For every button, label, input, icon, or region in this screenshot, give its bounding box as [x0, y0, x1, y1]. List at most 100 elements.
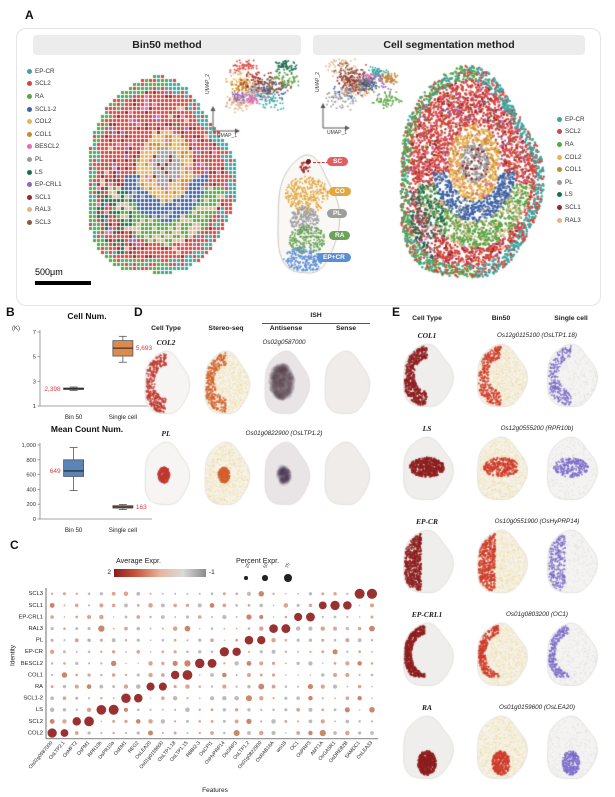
legend-label: SCL1 — [565, 203, 581, 211]
dotplot-y-axis-title: Identity — [9, 645, 17, 666]
legend-item-scl1: SCL1 — [27, 191, 62, 204]
e-gene-name: Os10g0551900 (OsHyPRP14) — [494, 518, 580, 525]
legend-label: COL2 — [35, 118, 52, 126]
legend-item-bescl2: BESCL2 — [27, 141, 62, 154]
legend-label: PL — [35, 155, 43, 163]
legend-swatch-icon — [27, 131, 32, 137]
schematic-tag-pl: PL — [327, 209, 348, 218]
panel-e-label: E — [392, 305, 401, 319]
embryo-image-col1-celltype — [398, 342, 456, 412]
svg-text:1: 1 — [33, 404, 36, 410]
dotplot-identity-label: RAL3 — [28, 626, 43, 632]
e-cell-type-name: EP-CR — [415, 517, 439, 526]
legend-item-scl3: SCL3 — [27, 216, 62, 229]
legend-label: EP-CR — [565, 115, 585, 123]
legend-swatch-icon — [557, 116, 562, 122]
legend-label: SCL2 — [565, 128, 581, 136]
legend-label: COL1 — [35, 130, 52, 138]
boxplot-annotation: 5,693 — [136, 345, 153, 352]
umap-x-axis-label: UMAP_1 — [217, 133, 238, 139]
d-header-ish: ISH — [310, 312, 322, 319]
embryo-image-ra-celltype — [398, 714, 456, 784]
boxplot-category-label: Single cell — [109, 414, 137, 421]
embryo-image-col2-stereo — [200, 349, 252, 419]
cell-num-boxplot: Cell Num. 1 3 5 7 (K) Bin 50 Single cell 2,398 5… — [10, 311, 164, 427]
umap-y-axis-label: UMAP_2 — [205, 73, 212, 95]
embryo-image-col2-ish — [260, 349, 312, 419]
dotplot-feature-label: OC1 — [289, 740, 300, 752]
panel-a-label: A — [25, 8, 34, 22]
legend-swatch-icon — [557, 179, 562, 185]
dotplot-identity-label: BESCL2 — [21, 661, 43, 667]
e-cell-type-name: COL1 — [417, 331, 437, 340]
cell-num-chart: 1 3 5 7 (K) Bin 50 Single cell 2,398 5,693 — [12, 326, 153, 421]
legend-swatch-icon — [27, 182, 32, 188]
legend-swatch-icon — [557, 192, 562, 198]
legend-item-scl1: SCL1 — [557, 201, 585, 214]
legend-swatch-icon — [27, 106, 32, 112]
cell-num-title: Cell Num. — [67, 311, 107, 321]
legend-label: EP-CRL1 — [35, 181, 62, 189]
box-bin-50 — [63, 459, 84, 477]
legend-swatch-icon — [27, 194, 32, 200]
legend-label: LS — [35, 168, 43, 176]
embryo-image-ls-bin50 — [472, 435, 530, 505]
percent-expr-dot — [244, 576, 248, 580]
d-gene-name: Os01g0822900 (OsLTP1.2) — [245, 430, 323, 437]
e-header-bin50: Bin50 — [491, 315, 511, 322]
svg-text:1,000: 1,000 — [21, 443, 36, 449]
dotplot-identity-label: SCL3 — [28, 591, 43, 597]
d-gene-name: Os02g0587000 — [262, 339, 306, 346]
svg-text:400: 400 — [26, 487, 36, 493]
boxplot-annotation: 649 — [50, 468, 61, 475]
legend-item-scl2: SCL2 — [557, 126, 585, 139]
embryo-image-ls-celltype — [398, 435, 456, 505]
panel-d: Cell Type Stereo-seq ISH Antisense Sense… — [140, 312, 380, 526]
schematic-tag-ra: RA — [329, 231, 351, 240]
panel-b-label: B — [6, 305, 15, 319]
legend-swatch-icon — [557, 217, 562, 223]
legend-swatch-icon — [27, 207, 32, 213]
cluster-legend-left: EP-CR SCL2 RA SCL1-2 COL2 COL1 BESCL2 PL LS EP-CR… — [27, 65, 62, 229]
dotplot-identity-label: SCL1 — [28, 603, 43, 609]
legend-item-pl: PL — [557, 176, 585, 189]
legend-label: SCL3 — [35, 218, 51, 226]
e-cell-type-name: RA — [421, 703, 432, 712]
legend-label: COL2 — [565, 153, 582, 161]
legend-swatch-icon — [557, 154, 562, 160]
boxplot-category-label: Bin 50 — [65, 527, 83, 534]
panel-d-label: D — [134, 305, 143, 319]
legend-item-col1: COL1 — [557, 163, 585, 176]
svg-text:800: 800 — [26, 458, 36, 464]
legend-item-scl2: SCL2 — [27, 78, 62, 91]
svg-text:200: 200 — [26, 502, 36, 508]
embryo-image-col1-single — [542, 342, 600, 412]
dotplot-x-axis-title: Features — [202, 787, 228, 794]
embryo-image-pl-stereo — [200, 440, 252, 510]
e-header-cell-type: Cell Type — [412, 315, 442, 322]
cellseg-method-header: Cell segmentation method — [313, 35, 585, 55]
embryo-image-pl-ish — [260, 440, 312, 510]
embryo-image-pl-celltype — [140, 440, 192, 510]
legend-label: BESCL2 — [35, 143, 60, 151]
legend-label: RAL3 — [35, 206, 51, 214]
dotplot-identity-label: EP-CR — [25, 649, 43, 655]
legend-label: SCL1-2 — [35, 105, 57, 113]
e-header-single-cell: Single cell — [554, 315, 588, 322]
legend-swatch-icon — [27, 68, 32, 74]
umap-x-axis-label: UMAP_1 — [327, 130, 348, 136]
embryo-image-ep-crl1-celltype — [398, 621, 456, 691]
legend-item-ls: LS — [27, 166, 62, 179]
embryo-image-ep-crl1-bin50 — [472, 621, 530, 691]
percent-expr-size-label: 25 — [244, 562, 251, 569]
average-expr-min-label: -1 — [209, 569, 215, 576]
schematic-tag-ep-cr: EP+CR — [317, 253, 351, 262]
embryo-image-ra-bin50 — [472, 714, 530, 784]
legend-swatch-icon — [27, 119, 32, 125]
svg-text:3: 3 — [33, 379, 36, 385]
average-expr-colorbar — [114, 569, 206, 577]
average-expr-max-label: 2 — [107, 569, 111, 576]
d-cell-type-name: COL2 — [156, 338, 176, 347]
percent-expr-size-label: 75 — [284, 562, 291, 569]
dotplot-identity-label: COL2 — [28, 730, 43, 736]
